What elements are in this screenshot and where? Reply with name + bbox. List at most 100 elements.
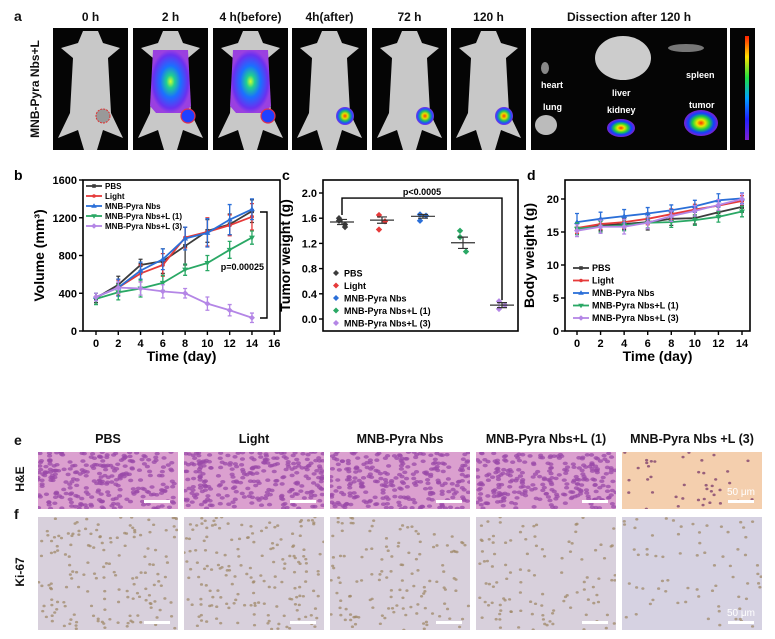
nucleus [411, 462, 417, 467]
nucleus [714, 584, 718, 588]
x-tick-label: 6 [645, 338, 651, 350]
nucleus [509, 610, 513, 613]
nucleus [197, 475, 203, 479]
nucleus [492, 552, 497, 556]
nucleus [187, 537, 192, 541]
nucleus [344, 467, 350, 471]
tumor-signal [180, 108, 196, 124]
nucleus [312, 493, 318, 498]
nucleus [247, 471, 253, 475]
nucleus [389, 595, 393, 599]
data-point [333, 282, 339, 289]
nucleus [120, 456, 127, 461]
nucleus [712, 564, 717, 567]
nucleus [594, 467, 601, 471]
timepoint-label: 120 h [473, 10, 504, 24]
nucleus [319, 492, 324, 497]
nucleus [562, 501, 568, 506]
nucleus [572, 494, 578, 499]
nucleus [312, 521, 316, 524]
nucleus [217, 456, 223, 461]
nucleus [295, 595, 299, 599]
nucleus [353, 470, 359, 474]
nucleus [489, 475, 496, 480]
nucleus [90, 452, 96, 456]
mouse-illustration [297, 31, 362, 150]
nucleus [88, 544, 92, 548]
x-tick-label: 4 [137, 338, 144, 350]
nucleus [367, 498, 374, 503]
nucleus [320, 503, 324, 508]
nucleus [443, 602, 447, 605]
nucleus [125, 589, 129, 593]
nucleus [384, 545, 389, 548]
nucleus [278, 494, 285, 499]
nucleus [132, 535, 136, 539]
nucleus [76, 585, 81, 589]
nucleus [374, 452, 380, 457]
nucleus [262, 457, 268, 462]
nucleus [250, 532, 255, 535]
nucleus [695, 588, 699, 591]
nucleus [519, 481, 526, 485]
nucleus [374, 502, 380, 506]
nucleus [288, 554, 292, 558]
nucleus [155, 616, 159, 619]
nucleus [682, 483, 686, 487]
nucleus [541, 485, 547, 490]
nucleus [313, 458, 319, 463]
nucleus [61, 487, 67, 492]
nucleus [299, 484, 305, 488]
nucleus [169, 460, 175, 465]
nucleus [507, 473, 513, 478]
scale-bar [144, 500, 170, 503]
legend-label: PBS [592, 263, 611, 273]
data-point [91, 223, 97, 229]
nucleus [405, 452, 412, 454]
nucleus [533, 602, 538, 606]
nucleus [192, 456, 198, 461]
nucleus [259, 574, 263, 577]
nucleus [227, 564, 231, 568]
nucleus [459, 479, 465, 483]
nucleus [188, 523, 193, 526]
nucleus [664, 589, 668, 593]
nucleus [100, 541, 104, 545]
nucleus [203, 519, 207, 523]
nucleus [199, 603, 203, 606]
nucleus [149, 606, 153, 609]
nucleus [224, 573, 228, 577]
scale-bar [144, 621, 170, 624]
nucleus [603, 471, 609, 476]
nucleus [372, 495, 378, 500]
nucleus [63, 491, 69, 496]
nucleus [430, 461, 437, 466]
nucleus [589, 469, 596, 473]
legend-label: MNB-Pyra Nbs+L (1) [344, 306, 431, 316]
panel-label-b: b [14, 167, 23, 183]
nucleus [649, 459, 653, 463]
nucleus [219, 596, 223, 599]
nucleus [146, 547, 150, 550]
nucleus [540, 482, 546, 487]
series-line [95, 210, 253, 299]
nucleus [698, 541, 702, 545]
nucleus [356, 478, 362, 483]
nucleus [568, 550, 573, 553]
nucleus [425, 481, 431, 486]
x-tick-label: 6 [160, 338, 166, 350]
nucleus [296, 506, 302, 509]
nucleus [46, 500, 52, 505]
nucleus [494, 460, 500, 465]
nucleus [249, 456, 255, 460]
nucleus [275, 543, 279, 547]
nucleus [416, 532, 420, 536]
nucleus [533, 535, 537, 538]
nucleus [249, 603, 253, 607]
y-tick-label: 1.6 [302, 213, 317, 225]
nucleus [206, 453, 213, 457]
nucleus [516, 458, 523, 463]
nucleus [743, 553, 748, 557]
nucleus [99, 499, 106, 504]
nucleus [104, 455, 110, 460]
